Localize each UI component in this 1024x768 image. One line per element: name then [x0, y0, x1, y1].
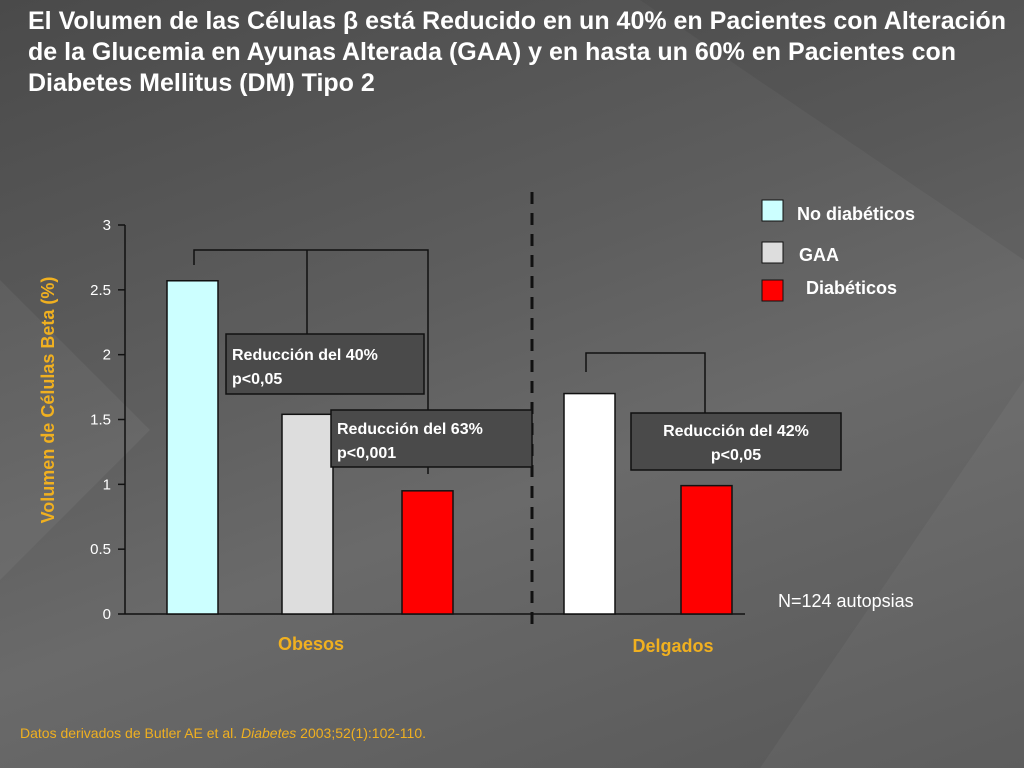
group-label-obesos: Obesos: [278, 634, 344, 654]
y-tick-label: 0.5: [90, 541, 111, 558]
svg-text:Diabéticos: Diabéticos: [806, 278, 897, 298]
y-tick-label: 2.5: [90, 282, 111, 299]
svg-text:p<0,001: p<0,001: [337, 445, 396, 462]
svg-text:Reducción del 63%: Reducción del 63%: [337, 421, 483, 438]
source-suffix: 2003;52(1):102-110.: [296, 725, 427, 741]
y-axis-label: Volumen de Células Beta (%): [38, 277, 58, 524]
sample-size-note: N=124 autopsias: [778, 591, 914, 611]
significance-brackets: [193, 249, 706, 474]
y-tick-label: 1: [103, 476, 111, 493]
legend-item-diabeticos: Diabéticos: [761, 278, 897, 302]
y-tick-label: 3: [103, 217, 111, 234]
legend: No diabéticos GAA Diabéticos: [761, 199, 915, 302]
annotation-63: Reducción del 63% p<0,001: [330, 409, 533, 468]
legend-swatch-diabeticos: [761, 279, 784, 302]
y-tick-label: 2: [103, 347, 111, 364]
svg-text:p<0,05: p<0,05: [232, 371, 282, 388]
source-citation: Datos derivados de Butler AE et al. Diab…: [20, 724, 540, 742]
svg-text:p<0,05: p<0,05: [711, 447, 761, 464]
legend-item-no-diabeticos: No diabéticos: [761, 199, 915, 224]
y-tick-label: 0: [103, 606, 111, 623]
group-label-delgados: Delgados: [632, 636, 713, 656]
y-tick-label: 1.5: [90, 412, 111, 429]
annotation-40: Reducción del 40% p<0,05: [225, 333, 425, 395]
annotation-42: Reducción del 42% p<0,05: [630, 412, 842, 471]
bar-delgados-no-diab-ticos: [563, 392, 616, 615]
bar-obesos-no-diab-ticos: [166, 280, 219, 615]
svg-text:Reducción del 40%: Reducción del 40%: [232, 347, 378, 364]
source-journal: Diabetes: [241, 725, 297, 741]
svg-text:No diabéticos: No diabéticos: [797, 204, 915, 224]
svg-text:GAA: GAA: [799, 245, 839, 265]
legend-item-gaa: GAA: [761, 241, 839, 265]
legend-swatch-gaa: [761, 241, 784, 264]
bar-delgados-diab-ticos: [680, 484, 733, 615]
slide-title: El Volumen de las Células β está Reducid…: [28, 7, 1007, 97]
legend-swatch-no-diabeticos: [761, 199, 784, 222]
bar-obesos-gaa: [281, 413, 334, 615]
bar-obesos-diab-ticos: [401, 490, 454, 615]
source-prefix: Datos derivados de Butler AE et al.: [20, 725, 242, 741]
svg-text:Reducción del 42%: Reducción del 42%: [663, 423, 809, 440]
